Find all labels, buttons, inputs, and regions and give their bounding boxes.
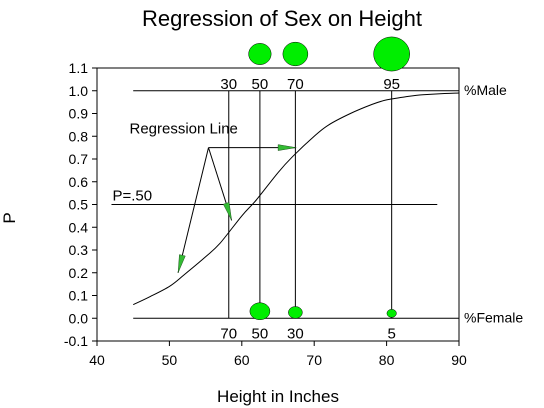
axis-ticks: -0.1 0.0 0.1 0.2 0.3 0.4 0.5 0.6 0.7 0.8 0.9 1.0 1.1… <box>64 60 467 368</box>
y-tick-label: 0.5 <box>69 197 89 213</box>
female-group-label: 5 <box>387 325 395 342</box>
female-group-label: 70 <box>220 325 237 342</box>
female-group-marker <box>386 309 397 318</box>
female-group-label: 50 <box>252 325 269 342</box>
y-tick-label: 0.9 <box>69 106 89 122</box>
y-axis-label: P <box>0 212 19 223</box>
female-line-label: %Female <box>464 309 523 325</box>
annotation-arrow-line <box>177 147 209 273</box>
y-tick-label: 0.3 <box>69 242 89 258</box>
x-tick-label: 90 <box>451 352 467 368</box>
female-group-label: 30 <box>287 325 304 342</box>
y-tick-label: 0.1 <box>69 288 89 304</box>
reference-lines: %Male %Female P=.50 <box>111 82 523 325</box>
y-tick-label: 0.8 <box>69 128 89 144</box>
group-markers: 30 50 70 95 70 50 30 5 <box>220 36 410 342</box>
y-tick-label: 1.0 <box>69 83 89 99</box>
male-group-label: 50 <box>252 76 269 93</box>
female-group-marker <box>249 302 271 320</box>
y-tick-label: 1.1 <box>69 60 89 76</box>
annotation-arrowhead <box>277 144 297 151</box>
male-group-marker <box>373 36 410 72</box>
male-group-marker <box>248 43 272 65</box>
x-tick-label: 70 <box>306 352 322 368</box>
x-axis-label: Height in Inches <box>217 387 339 406</box>
annotation-arrowhead <box>222 202 232 221</box>
regression-line-annotation: Regression Line <box>129 121 237 138</box>
y-tick-label: 0.4 <box>69 219 89 235</box>
y-tick-label: -0.1 <box>64 333 88 349</box>
male-group-label: 95 <box>383 76 400 93</box>
regression-curve <box>132 92 460 306</box>
y-tick-label: 0.2 <box>69 265 89 281</box>
regression-curve-layer <box>132 92 460 306</box>
y-tick-label: 0.7 <box>69 151 89 167</box>
p50-line-label: P=.50 <box>112 188 152 205</box>
y-tick-label: 0.6 <box>69 174 89 190</box>
female-group-marker <box>288 306 303 319</box>
annotation-arrowhead <box>177 254 186 273</box>
male-line-label: %Male <box>464 82 507 98</box>
male-group-marker <box>282 41 309 67</box>
chart-title: Regression of Sex on Height <box>142 6 422 31</box>
annotation-layer: Regression Line <box>129 121 297 273</box>
x-tick-label: 50 <box>162 352 178 368</box>
x-tick-label: 60 <box>234 352 250 368</box>
male-group-label: 30 <box>220 76 237 93</box>
x-tick-label: 40 <box>89 352 105 368</box>
x-tick-label: 80 <box>379 352 395 368</box>
y-tick-label: 0.0 <box>69 310 89 326</box>
male-group-label: 70 <box>287 76 304 93</box>
